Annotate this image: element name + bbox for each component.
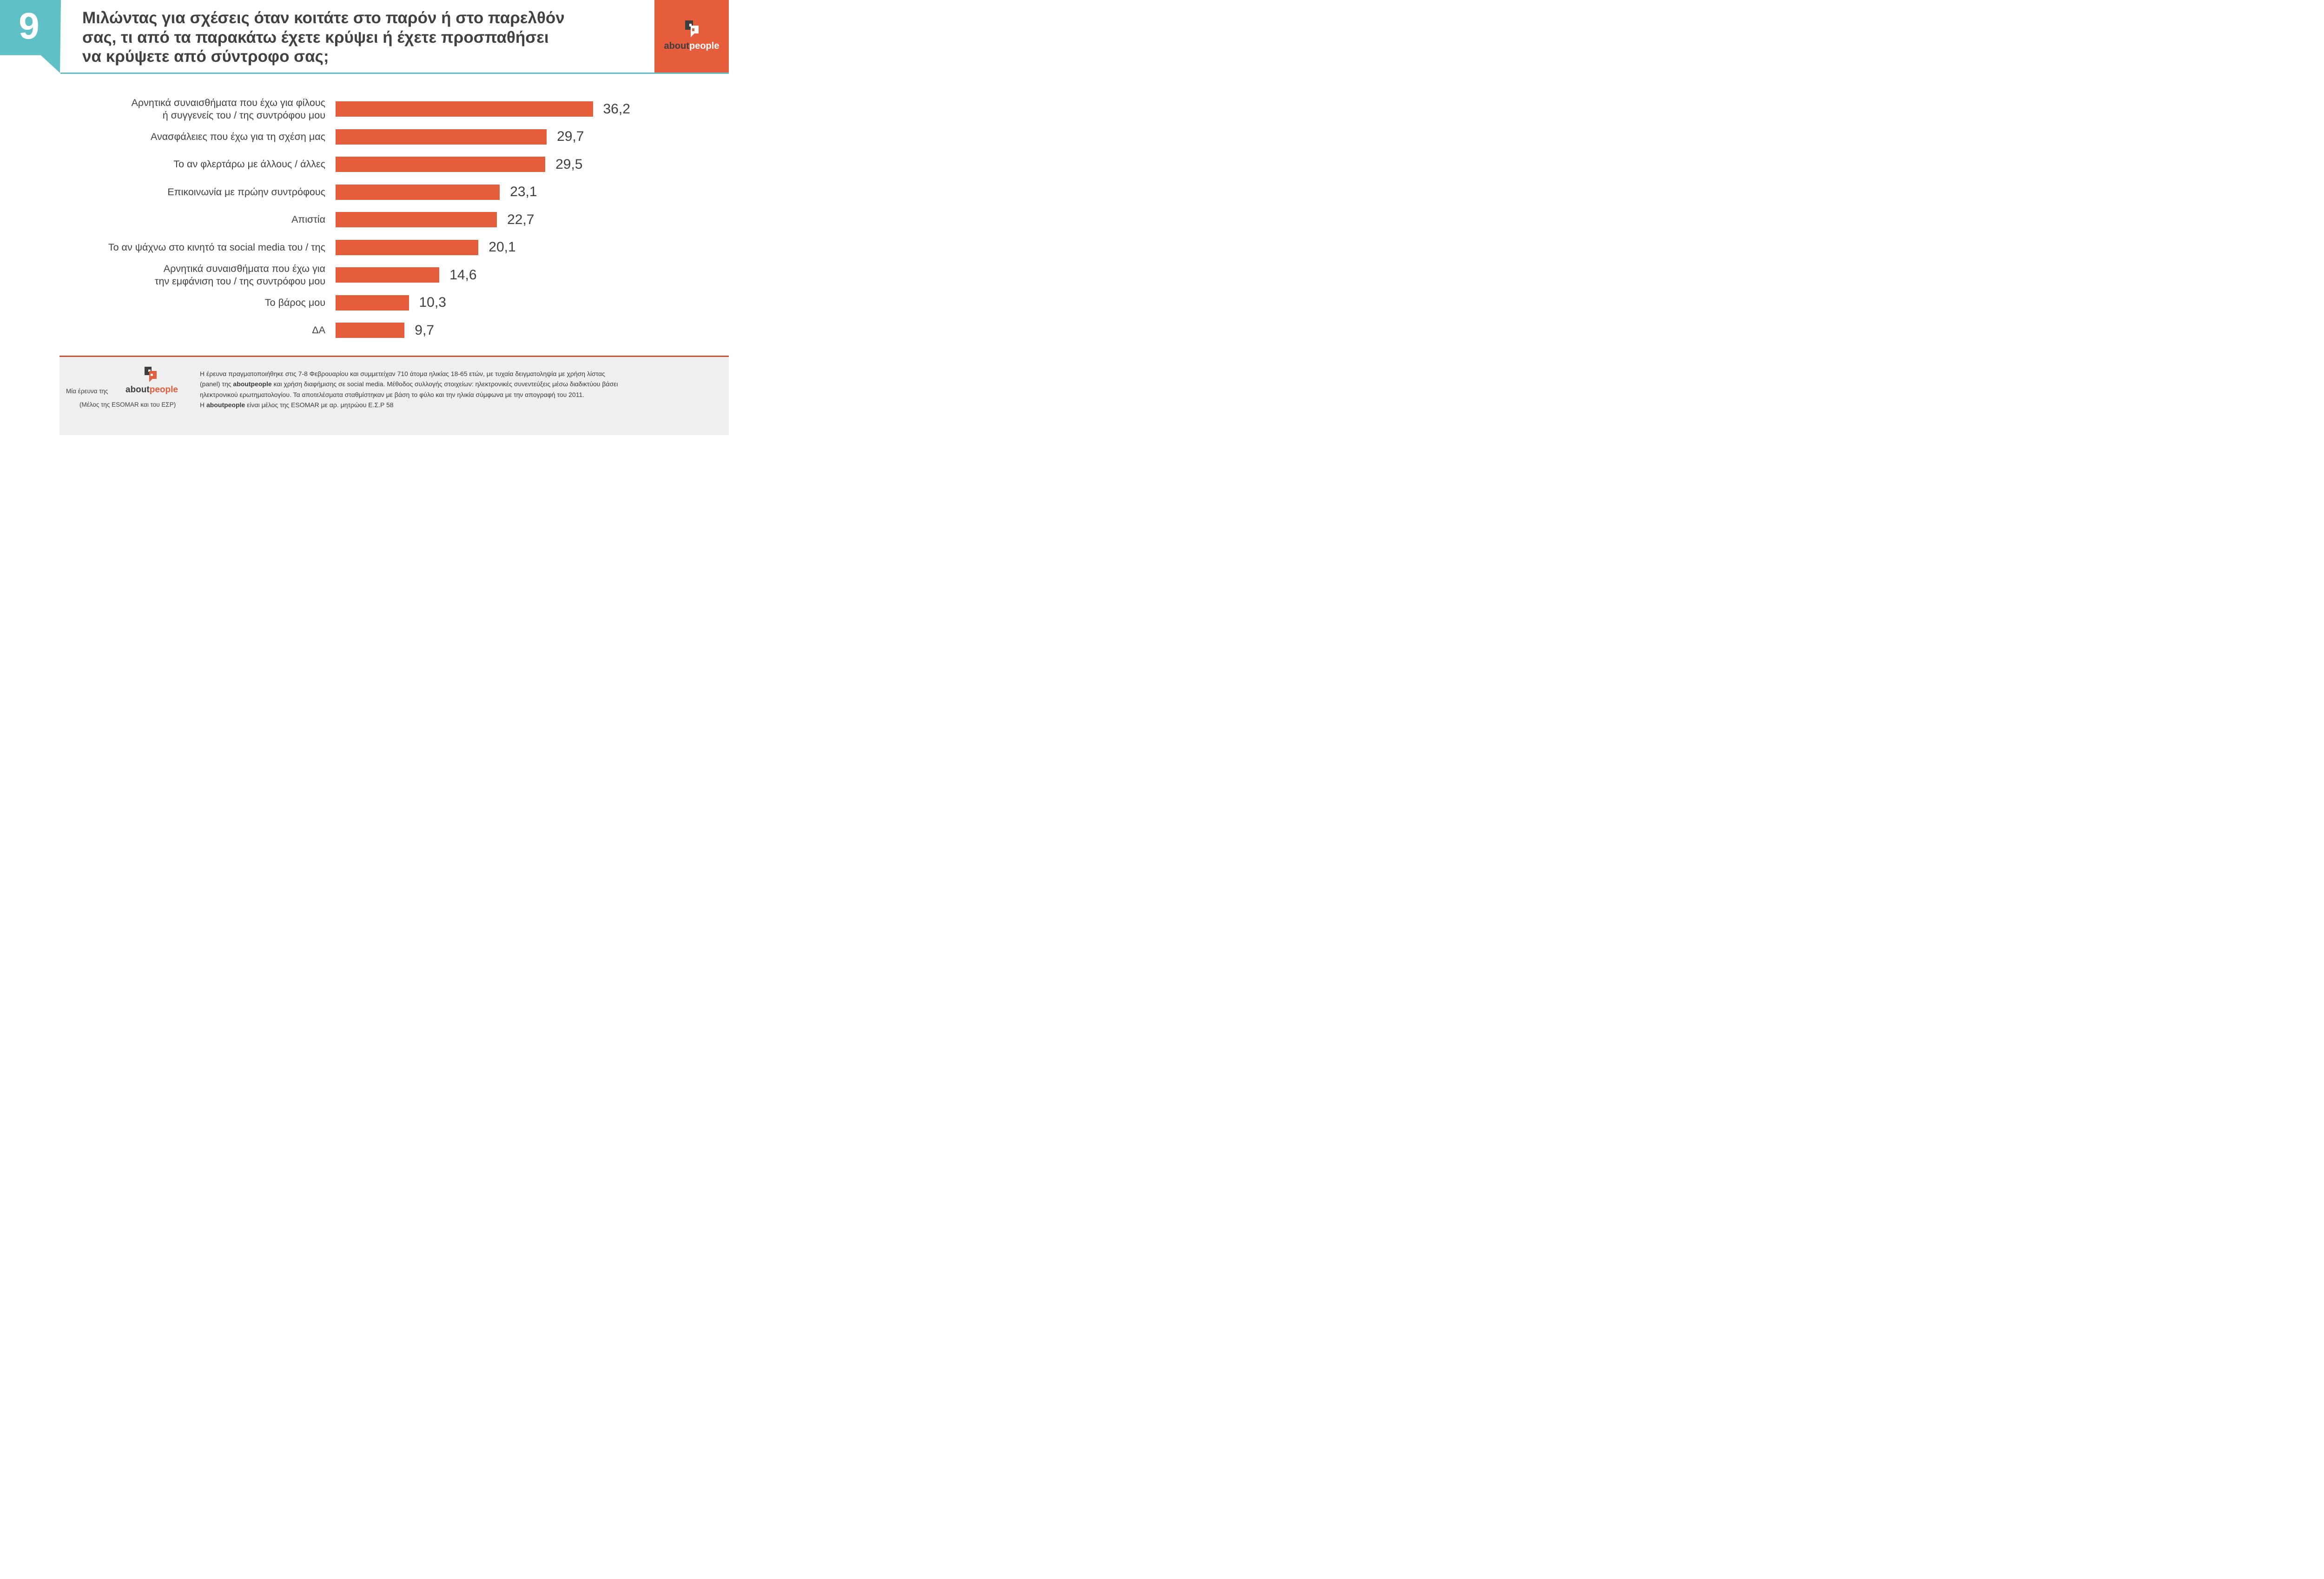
chart-row: Αρνητικά συναισθήματα που έχω για φίλους… [0, 95, 729, 123]
bubble-tail [149, 379, 152, 382]
bar-value: 22,7 [507, 211, 535, 227]
title-line-1: Μιλώντας για σχέσεις όταν κοιτάτε στο πα… [82, 9, 565, 27]
bar-label: Ανασφάλειες που έχω για τη σχέση μας [151, 131, 325, 142]
chart-row: Το αν ψάχνω στο κινητό τα social media τ… [0, 234, 729, 262]
bar [336, 129, 547, 145]
bar-label: Αρνητικά συναισθήματα που έχω για την εμφ… [154, 263, 325, 287]
bar-label: Επικοινωνία με πρώην συντρόφους [167, 186, 325, 198]
bar-value: 20,1 [489, 239, 516, 255]
bubble-tail [690, 33, 694, 37]
bar-value: 29,5 [555, 156, 583, 172]
bar-value: 14,6 [449, 267, 477, 283]
bubble-hole [692, 28, 694, 31]
bar-label: Το αν ψάχνω στο κινητό τα social media τ… [108, 241, 325, 253]
brand-name-inline: aboutpeople [233, 380, 272, 388]
brand-name-inline: aboutpeople [206, 401, 245, 409]
bar [336, 295, 409, 311]
bubble-hole [689, 24, 692, 26]
speech-bubble-light [690, 26, 699, 33]
footer: Μία έρευνα της aboutpeople (Μέλος της ES… [59, 356, 729, 435]
chart-row: Το αν φλερτάρω με άλλους / άλλες 29,5 [0, 151, 729, 178]
brand-wordmark-about: about [125, 385, 150, 395]
bar [336, 323, 405, 338]
chart-row: Επικοινωνία με πρώην συντρόφους 23,1 [0, 178, 729, 206]
note-line-3: ηλεκτρονικού ερωτηματολογίου. Τα αποτελέ… [200, 390, 585, 398]
chart-row: Ανασφάλειες που έχω για τη σχέση μας 29,7 [0, 123, 729, 151]
bar-label: Το αν φλερτάρω με άλλους / άλλες [173, 159, 325, 170]
speech-bubbles-icon [145, 367, 157, 382]
chart-row: ΔΑ 9,7 [0, 317, 729, 344]
brand-wordmark-about: about [664, 41, 689, 51]
slide: 9 Μιλώντας για σχέσεις όταν κοιτάτε στο … [0, 0, 729, 435]
bubble-hole [148, 370, 151, 372]
brand-logo-block: aboutpeople [654, 0, 729, 73]
note-line-2: (panel) της aboutpeople και χρήση διαφήμ… [200, 380, 618, 388]
bar [336, 267, 440, 283]
bar-label: Το βάρος μου [264, 297, 325, 308]
title-line-2: σας, τι από τα παρακάτω έχετε κρύψει ή έ… [82, 28, 549, 46]
chart-row: Το βάρος μου 10,3 [0, 289, 729, 317]
chart-row: Απιστία 22,7 [0, 206, 729, 234]
page-title: Μιλώντας για σχέσεις όταν κοιτάτε στο πα… [82, 8, 631, 66]
chart-row: Αρνητικά συναισθήματα που έχω για την εμφ… [0, 261, 729, 289]
question-number: 9 [19, 5, 40, 46]
bar-value: 36,2 [603, 101, 630, 117]
footer-membership: (Μέλος της ESOMAR και του ΕΣΡ) [79, 401, 176, 408]
note-line-4: Η aboutpeople είναι μέλος της ESOMAR με … [200, 401, 394, 409]
bar [336, 212, 497, 228]
brand-wordmark-people: people [149, 385, 178, 395]
brand-wordmark: aboutpeople [125, 385, 178, 395]
bar [336, 184, 500, 200]
footer-caption: Μία έρευνα της [66, 388, 108, 395]
header-divider [60, 73, 729, 74]
speech-bubbles-icon [685, 20, 699, 37]
brand-wordmark: aboutpeople [664, 41, 720, 52]
bar [336, 239, 479, 255]
bar-chart: Αρνητικά συναισθήματα που έχω για φίλους… [0, 95, 729, 344]
bar-value: 23,1 [510, 184, 537, 200]
bar-label: Αρνητικά συναισθήματα που έχω για φίλους… [131, 97, 325, 121]
bar-value: 29,7 [557, 129, 584, 145]
bar [336, 101, 593, 117]
speech-bubble-orange [149, 371, 157, 379]
bar-value: 9,7 [415, 322, 435, 338]
bar-label: Απιστία [291, 214, 325, 225]
bar-label: ΔΑ [312, 324, 325, 336]
brand-wordmark-people: people [689, 41, 720, 51]
bar-value: 10,3 [419, 295, 446, 311]
methodology-note: Η έρευνα πραγματοποιήθηκε στις 7-8 Φεβρο… [200, 369, 665, 410]
note-line-1: Η έρευνα πραγματοποιήθηκε στις 7-8 Φεβρο… [200, 370, 605, 377]
title-line-3: να κρύψετε από σύντροφο σας; [82, 47, 329, 66]
bar [336, 157, 546, 172]
bubble-hole [151, 374, 153, 376]
